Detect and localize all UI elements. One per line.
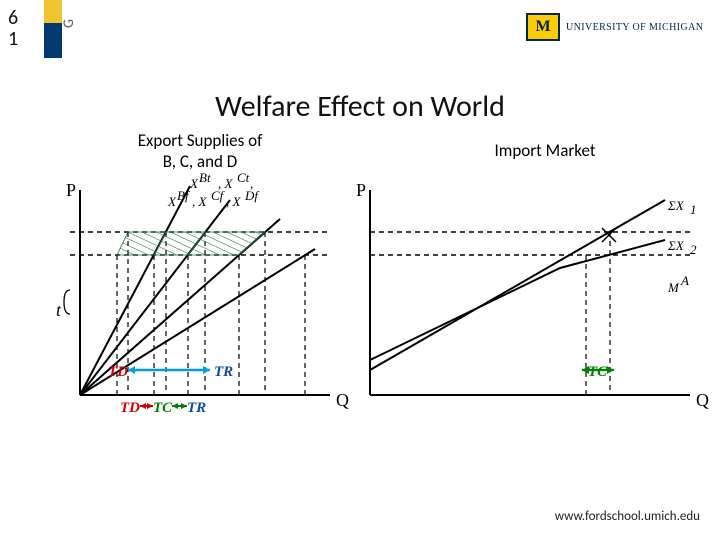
footer-url: www.fordschool.umich.edu <box>555 509 700 524</box>
svg-text:TC: TC <box>588 364 608 380</box>
svg-text:TR: TR <box>187 400 206 416</box>
svg-text:M: M <box>667 280 680 295</box>
diagram-svg: XBt , XCt , XBf , XCf , XDf TD TR TD TC … <box>0 0 720 540</box>
svg-text:TR: TR <box>214 364 233 380</box>
svg-text:TD: TD <box>120 400 140 416</box>
svg-text:, X: , X <box>192 194 208 209</box>
svg-text:Bt: Bt <box>199 170 211 185</box>
svg-text:2: 2 <box>690 242 697 257</box>
svg-text:ΣX: ΣX <box>667 238 685 253</box>
svg-text:X: X <box>167 194 177 209</box>
svg-text:Ct: Ct <box>237 170 250 185</box>
svg-text:TC: TC <box>153 400 173 416</box>
svg-text:A: A <box>680 273 689 288</box>
svg-text:, X: , X <box>226 194 242 209</box>
svg-text:TD: TD <box>108 364 128 380</box>
svg-text:ΣX: ΣX <box>667 198 685 213</box>
svg-text:X: X <box>189 176 199 191</box>
svg-text:1: 1 <box>690 202 697 217</box>
svg-text:Df: Df <box>244 188 260 203</box>
